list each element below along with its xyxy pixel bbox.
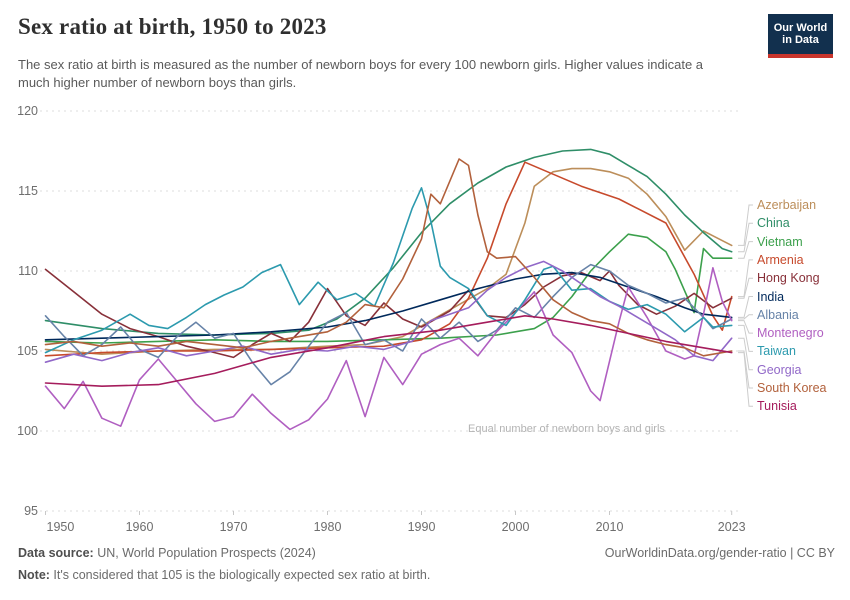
legend-item-azerbaijan[interactable]: Azerbaijan xyxy=(757,198,817,212)
legend-leader-south-korea xyxy=(738,350,753,389)
y-axis-label-100: 100 xyxy=(17,424,38,438)
series-line-azerbaijan[interactable] xyxy=(44,167,733,356)
legend-item-taiwan[interactable]: Taiwan xyxy=(757,344,796,359)
footer-source-row: Data source: UN, World Population Prospe… xyxy=(18,546,835,560)
x-axis-label-1970: 1970 xyxy=(220,520,248,534)
data-source-label: Data source: xyxy=(18,546,94,560)
x-axis-label-2000: 2000 xyxy=(502,520,530,534)
legend-item-montenegro[interactable]: Montenegro xyxy=(757,326,824,341)
legend-leader-azerbaijan xyxy=(738,204,753,246)
series-line-hong-kong[interactable] xyxy=(44,268,733,359)
series-line-georgia[interactable] xyxy=(44,260,733,364)
legend-leader-georgia xyxy=(738,337,753,371)
legend-item-tunisia[interactable]: Tunisia xyxy=(757,399,797,414)
x-axis-label-1950: 1950 xyxy=(47,520,75,534)
legend-leader-vietnam xyxy=(738,241,753,259)
legend-leader-china xyxy=(738,222,753,253)
legend-item-armenia[interactable]: Armenia xyxy=(757,252,804,267)
series-line-china[interactable] xyxy=(44,148,733,336)
legend-leader-india xyxy=(738,296,753,318)
y-axis-label-105: 105 xyxy=(17,344,38,358)
y-axis-label-120: 120 xyxy=(17,104,38,118)
y-axis-label-95: 95 xyxy=(24,504,38,518)
equal-ratio-annotation: Equal number of newborn boys and girls xyxy=(468,423,665,435)
y-axis-label-110: 110 xyxy=(18,264,38,278)
legend-item-vietnam[interactable]: Vietnam xyxy=(757,234,803,249)
footer-note-row: Note: It's considered that 105 is the bi… xyxy=(18,568,835,582)
legend-item-hong-kong[interactable]: Hong Kong xyxy=(757,271,820,286)
data-source-value: UN, World Population Prospects (2024) xyxy=(93,546,316,560)
page-title: Sex ratio at birth, 1950 to 2023 xyxy=(18,14,327,39)
x-axis-label-1990: 1990 xyxy=(408,520,436,534)
x-axis-label-2010: 2010 xyxy=(596,520,624,534)
legend-item-china[interactable]: China xyxy=(757,216,790,231)
y-axis-label-115: 115 xyxy=(18,184,38,198)
series-line-tunisia[interactable] xyxy=(44,314,733,388)
series-line-montenegro[interactable] xyxy=(44,266,733,431)
legend-item-albania[interactable]: Albania xyxy=(757,307,799,322)
series-line-armenia[interactable] xyxy=(44,161,733,357)
legend-item-georgia[interactable]: Georgia xyxy=(757,362,802,377)
data-source-text: Data source: UN, World Population Prospe… xyxy=(18,546,316,560)
legend-item-india[interactable]: India xyxy=(757,289,785,304)
x-axis-label-1980: 1980 xyxy=(314,520,342,534)
owid-logo-line2: in Data xyxy=(782,34,819,46)
legend-leader-armenia xyxy=(738,259,753,298)
legend-leader-tunisia xyxy=(738,352,753,407)
chart-subtitle: The sex ratio at birth is measured as th… xyxy=(18,57,704,90)
note-label: Note: xyxy=(18,568,50,582)
canonical-url[interactable]: OurWorldinData.org/gender-ratio | CC BY xyxy=(604,546,835,560)
legend-leader-hong-kong xyxy=(738,277,753,299)
legend-leader-montenegro xyxy=(738,320,753,334)
series-line-india[interactable] xyxy=(44,271,733,341)
legend-leader-taiwan xyxy=(738,324,753,352)
note-value: It's considered that 105 is the biologic… xyxy=(49,568,431,582)
owid-logo[interactable]: Our World in Data xyxy=(768,14,833,58)
x-axis-label-1960: 1960 xyxy=(126,520,154,534)
x-axis-label-2023: 2023 xyxy=(718,520,746,534)
series-line-albania[interactable] xyxy=(44,263,733,386)
legend-item-south-korea[interactable]: South Korea xyxy=(757,381,827,395)
series-line-taiwan[interactable] xyxy=(44,187,733,354)
legend-leader-albania xyxy=(738,314,753,320)
owid-logo-line1: Our World xyxy=(773,21,828,34)
series-line-south-korea[interactable] xyxy=(44,158,733,357)
